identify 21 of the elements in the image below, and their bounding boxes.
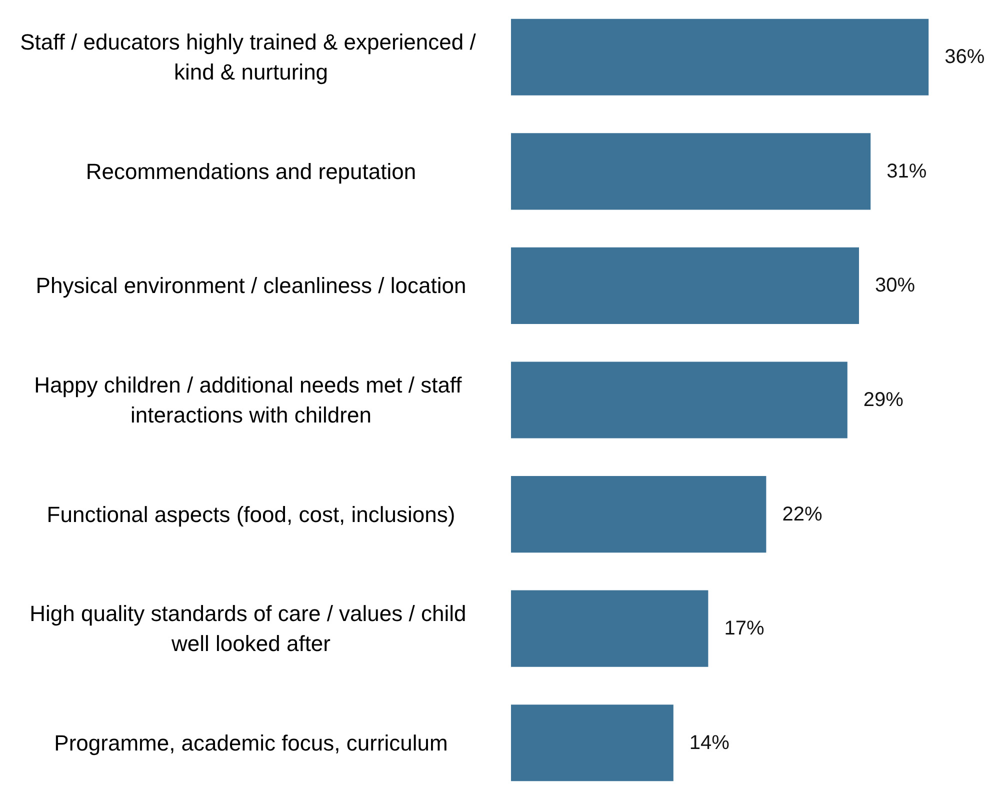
data-label: 31% xyxy=(886,160,927,182)
y-tick-label: High quality standards of care / values / child well looked after xyxy=(30,601,472,656)
y-tick-label: Physical environment / cleanliness / location xyxy=(36,273,466,298)
data-label: 29% xyxy=(863,389,904,411)
bar xyxy=(511,18,929,96)
y-tick-label: Recommendations and reputation xyxy=(86,158,416,184)
bar xyxy=(511,362,848,438)
y-tick-label: Functional aspects (food, cost, inclusions) xyxy=(46,502,456,527)
bar xyxy=(511,133,871,210)
y-tick-label: Programme, academic focus, curriculum xyxy=(54,730,448,756)
bar xyxy=(511,590,708,667)
data-label: 14% xyxy=(689,732,730,754)
bar xyxy=(511,247,859,324)
bar xyxy=(511,704,674,782)
y-tick-label: Happy children / additional needs met / staff interactions with children xyxy=(34,372,468,428)
y-tick-label: Staff / educators highly trained & experienced / kind & nurturing xyxy=(20,30,482,85)
data-label: 17% xyxy=(724,618,764,640)
data-label: 22% xyxy=(782,503,822,526)
bar xyxy=(511,476,766,553)
data-label: 30% xyxy=(875,274,916,297)
data-label: 36% xyxy=(944,46,985,68)
